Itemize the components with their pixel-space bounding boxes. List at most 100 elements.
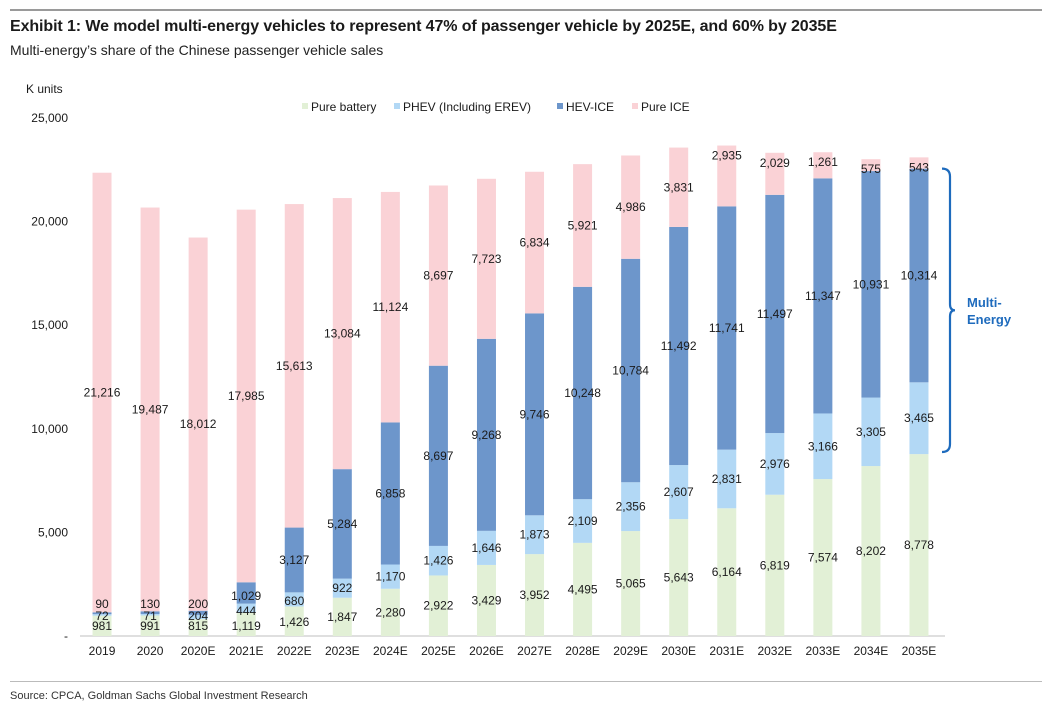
x-tick-label: 2029E — [613, 644, 648, 658]
data-label: 4,986 — [616, 200, 646, 214]
bar-segment — [188, 619, 208, 636]
bar-segment — [380, 191, 400, 423]
bar-segment — [909, 454, 929, 636]
bar-segment — [476, 530, 496, 565]
bar-segment — [476, 178, 496, 339]
data-label: 680 — [284, 594, 304, 608]
bar-segment — [813, 413, 833, 480]
data-label: 6,858 — [375, 486, 405, 500]
y-tick-label: 15,000 — [31, 318, 68, 332]
data-label: 9,268 — [471, 428, 501, 442]
x-tick-label: 2025E — [421, 644, 456, 658]
bar-segment — [428, 575, 448, 636]
data-label: 6,819 — [760, 558, 790, 572]
exhibit-title: Exhibit 1: We model multi-energy vehicle… — [10, 18, 837, 35]
data-label: 543 — [909, 160, 929, 174]
x-tick-label: 2019 — [89, 644, 116, 658]
bar-segment — [573, 164, 593, 287]
data-label: 3,952 — [520, 588, 550, 602]
data-label: 90 — [95, 597, 109, 611]
bar-segment — [669, 519, 689, 636]
data-label: 3,166 — [808, 439, 838, 453]
y-tick-label: 10,000 — [31, 422, 68, 436]
bar-segment — [428, 185, 448, 366]
data-label: 200 — [188, 597, 208, 611]
data-label: 18,012 — [180, 417, 217, 431]
data-label: 1,261 — [808, 155, 838, 169]
data-label: 1,170 — [375, 570, 405, 584]
multi-energy-bracket — [941, 167, 956, 454]
data-label: 991 — [140, 619, 160, 633]
data-label: 4,495 — [568, 582, 598, 596]
data-label: 2,607 — [664, 485, 694, 499]
data-label: 1,119 — [232, 619, 261, 633]
bar-segment — [621, 155, 641, 259]
bar-segment — [621, 531, 641, 636]
bar-segment — [861, 159, 881, 172]
bar-segment — [765, 194, 785, 434]
legend-label-0: Pure battery — [311, 100, 376, 114]
bar-segment — [332, 597, 352, 636]
data-label: 2,280 — [375, 605, 405, 619]
bar-segment — [236, 603, 256, 613]
annotation-label: Energy — [967, 312, 1012, 327]
bar-segment — [284, 606, 304, 636]
data-label: 8,202 — [856, 544, 886, 558]
y-tick-label: - — [64, 629, 68, 643]
data-label: 2,029 — [760, 156, 790, 170]
bar-segment — [380, 588, 400, 636]
data-label: 444 — [236, 604, 256, 618]
bar-segment — [813, 479, 833, 636]
y-tick-label: 5,000 — [38, 525, 68, 539]
bar-segment — [813, 152, 833, 179]
legend-label-2: HEV-ICE — [566, 100, 614, 114]
data-label: 11,492 — [661, 339, 697, 353]
bar-segment — [861, 466, 881, 636]
bar-segment — [188, 610, 208, 615]
bar-segment — [525, 554, 545, 636]
bar-segment — [236, 209, 256, 583]
bar-segment — [525, 313, 545, 516]
data-label: 130 — [140, 597, 160, 611]
bar-segment — [92, 615, 112, 636]
x-tick-label: 2032E — [757, 644, 792, 658]
y-tick-label: 25,000 — [31, 111, 68, 125]
bar-segment — [573, 286, 593, 500]
bar-segment — [861, 171, 881, 398]
y-tick-label: 20,000 — [31, 215, 68, 229]
bar-segment — [765, 494, 785, 636]
data-label: 6,164 — [712, 565, 742, 579]
stacked-bar-chart: K units - 5,000 10,000 15,000 20,000 25,000 Pur… — [26, 82, 1012, 658]
bar-segment — [813, 178, 833, 414]
legend-swatch-0 — [302, 103, 308, 109]
exhibit-subtitle: Multi-energy’s share of the Chinese pass… — [10, 42, 384, 58]
data-label: 8,778 — [904, 538, 934, 552]
data-label: 7,574 — [808, 551, 838, 565]
data-label: 13,084 — [324, 327, 361, 341]
x-tick-label: 2030E — [661, 644, 696, 658]
x-tick-label: 2020 — [137, 644, 164, 658]
x-tick-label: 2026E — [469, 644, 504, 658]
bar-segment — [573, 499, 593, 543]
data-label: 815 — [188, 619, 208, 633]
data-label: 2,922 — [423, 599, 453, 613]
x-tick-label: 2034E — [854, 644, 889, 658]
bar-segment — [140, 207, 160, 612]
bar-segment — [669, 147, 689, 227]
data-label: 21,216 — [84, 386, 121, 400]
bar-segment — [621, 258, 641, 483]
legend-swatch-3 — [632, 103, 638, 109]
bar-segment — [188, 237, 208, 611]
y-axis-label: K units — [26, 82, 63, 96]
data-label: 1,426 — [423, 554, 453, 568]
bar-segment — [92, 612, 112, 615]
bar-segment — [573, 542, 593, 636]
bar-segment — [428, 365, 448, 546]
data-label: 5,643 — [664, 571, 694, 585]
data-label: 11,741 — [709, 321, 745, 335]
data-label: 11,347 — [805, 289, 841, 303]
bar-segment — [380, 564, 400, 589]
data-label: 1,426 — [279, 615, 309, 629]
data-label: 10,248 — [564, 386, 601, 400]
data-label: 71 — [143, 609, 157, 623]
